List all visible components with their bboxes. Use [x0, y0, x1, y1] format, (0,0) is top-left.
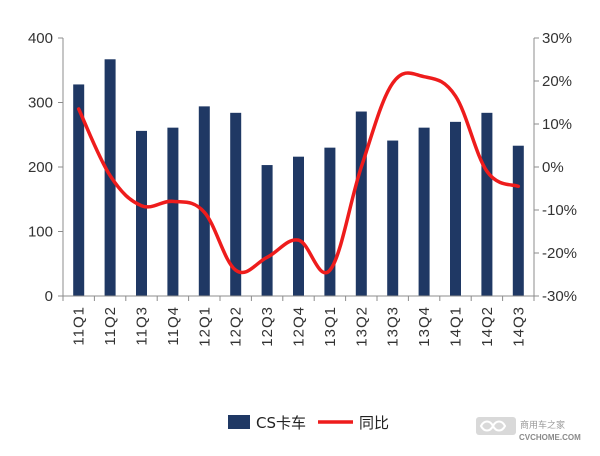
watermark-name: 商用车之家	[520, 419, 565, 431]
right-tick-label: 20%	[542, 73, 572, 90]
x-tick-label: 11Q2	[102, 306, 119, 346]
bar-11Q1	[73, 84, 85, 296]
x-tick-label: 12Q3	[259, 306, 276, 347]
x-axis: 11Q1 11Q2 11Q3 11Q4 12Q1 12Q2 12Q3 12Q4 13Q1 13Q2…	[62, 295, 535, 347]
right-axis: -30% -20% -10% 0% 10% 20% 30%	[533, 30, 577, 305]
legend-label-line: 同比	[359, 414, 389, 432]
bar-12Q4	[293, 156, 304, 296]
left-axis: 0 100 200 300 400	[28, 30, 64, 305]
x-tick-label: 11Q1	[71, 306, 88, 346]
legend: CS卡车 同比	[228, 414, 389, 432]
x-tick-label: 13Q4	[416, 306, 433, 347]
legend-swatch-bar	[228, 415, 250, 429]
x-tick-label: 11Q3	[134, 306, 151, 346]
right-tick-label: -30%	[542, 288, 577, 305]
line-series	[76, 71, 521, 275]
watermark-logo-icon	[476, 417, 516, 435]
x-tick-label: 12Q2	[228, 306, 245, 347]
right-tick-label: -10%	[542, 202, 577, 219]
bar-14Q2	[481, 112, 493, 296]
x-tick-label: 12Q1	[196, 306, 213, 347]
x-tick-label: 14Q3	[510, 306, 527, 347]
left-tick-label: 100	[28, 224, 53, 241]
line-path	[76, 71, 521, 275]
bar-12Q2	[230, 112, 242, 296]
x-tick-label: 14Q2	[479, 306, 496, 347]
x-tick-label: 11Q4	[165, 306, 182, 346]
legend-label-bar: CS卡车	[256, 414, 306, 432]
x-tick-label: 13Q1	[322, 306, 339, 347]
bar-12Q3	[261, 165, 273, 296]
left-tick-label: 0	[45, 288, 53, 305]
bar-11Q3	[136, 130, 147, 296]
x-tick-label: 13Q3	[385, 306, 402, 347]
right-tick-label: 0%	[542, 159, 564, 176]
right-tick-label: -20%	[542, 245, 577, 262]
bar-13Q2	[355, 111, 367, 296]
left-tick-label: 200	[28, 159, 53, 176]
bar-12Q1	[198, 106, 210, 297]
bar-13Q3	[387, 140, 399, 296]
bar-13Q4	[418, 127, 430, 296]
x-tick-label: 14Q1	[448, 306, 465, 347]
bar-13Q1	[324, 147, 336, 296]
bar-14Q1	[450, 121, 461, 296]
left-tick-label: 400	[28, 30, 53, 47]
right-tick-label: 30%	[542, 30, 572, 47]
watermark-url: CVCHOME.COM	[519, 433, 581, 442]
right-tick-label: 10%	[542, 116, 572, 133]
left-tick-label: 300	[28, 95, 53, 112]
bar-14Q3	[512, 145, 524, 296]
watermark: 商用车之家 CVCHOME.COM	[476, 417, 581, 442]
bar-11Q4	[167, 127, 179, 296]
x-tick-label: 13Q2	[353, 306, 370, 347]
x-tick-label: 12Q4	[291, 306, 308, 347]
